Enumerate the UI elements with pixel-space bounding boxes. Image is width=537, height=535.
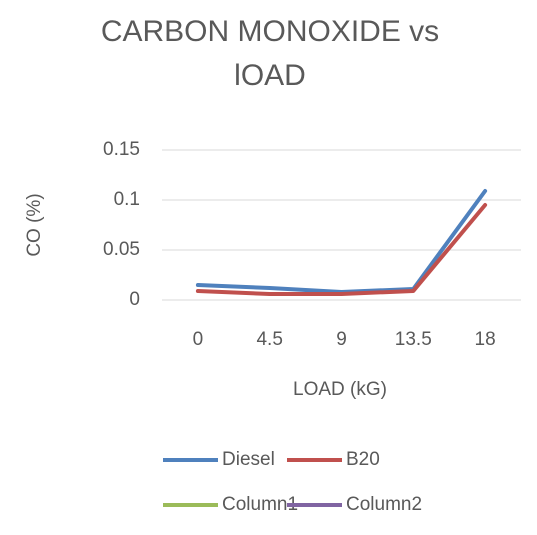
x-tick-label: 13.5 [395, 329, 432, 350]
legend-label: Column1 [222, 494, 298, 515]
x-axis-title: LOAD (kG) [293, 379, 387, 400]
legend-label: B20 [346, 449, 380, 470]
x-tick-label: 0 [193, 329, 204, 350]
legend-label: Column2 [346, 494, 422, 515]
x-tick-label: 4.5 [256, 329, 282, 350]
y-tick-label: 0.05 [103, 239, 140, 260]
legend-label: Diesel [222, 449, 275, 470]
y-tick-label: 0 [129, 289, 140, 310]
x-tick-label: 18 [475, 329, 496, 350]
data-line [195, 189, 488, 294]
y-axis-title: CO (%) [24, 193, 45, 256]
x-tick-label: 9 [336, 329, 347, 350]
data-line [195, 203, 488, 296]
chart-title: CARBON MONOXIDE vs lOAD [100, 15, 440, 92]
y-tick-label: 0.1 [114, 189, 140, 210]
y-tick-label: 0.15 [103, 139, 140, 160]
